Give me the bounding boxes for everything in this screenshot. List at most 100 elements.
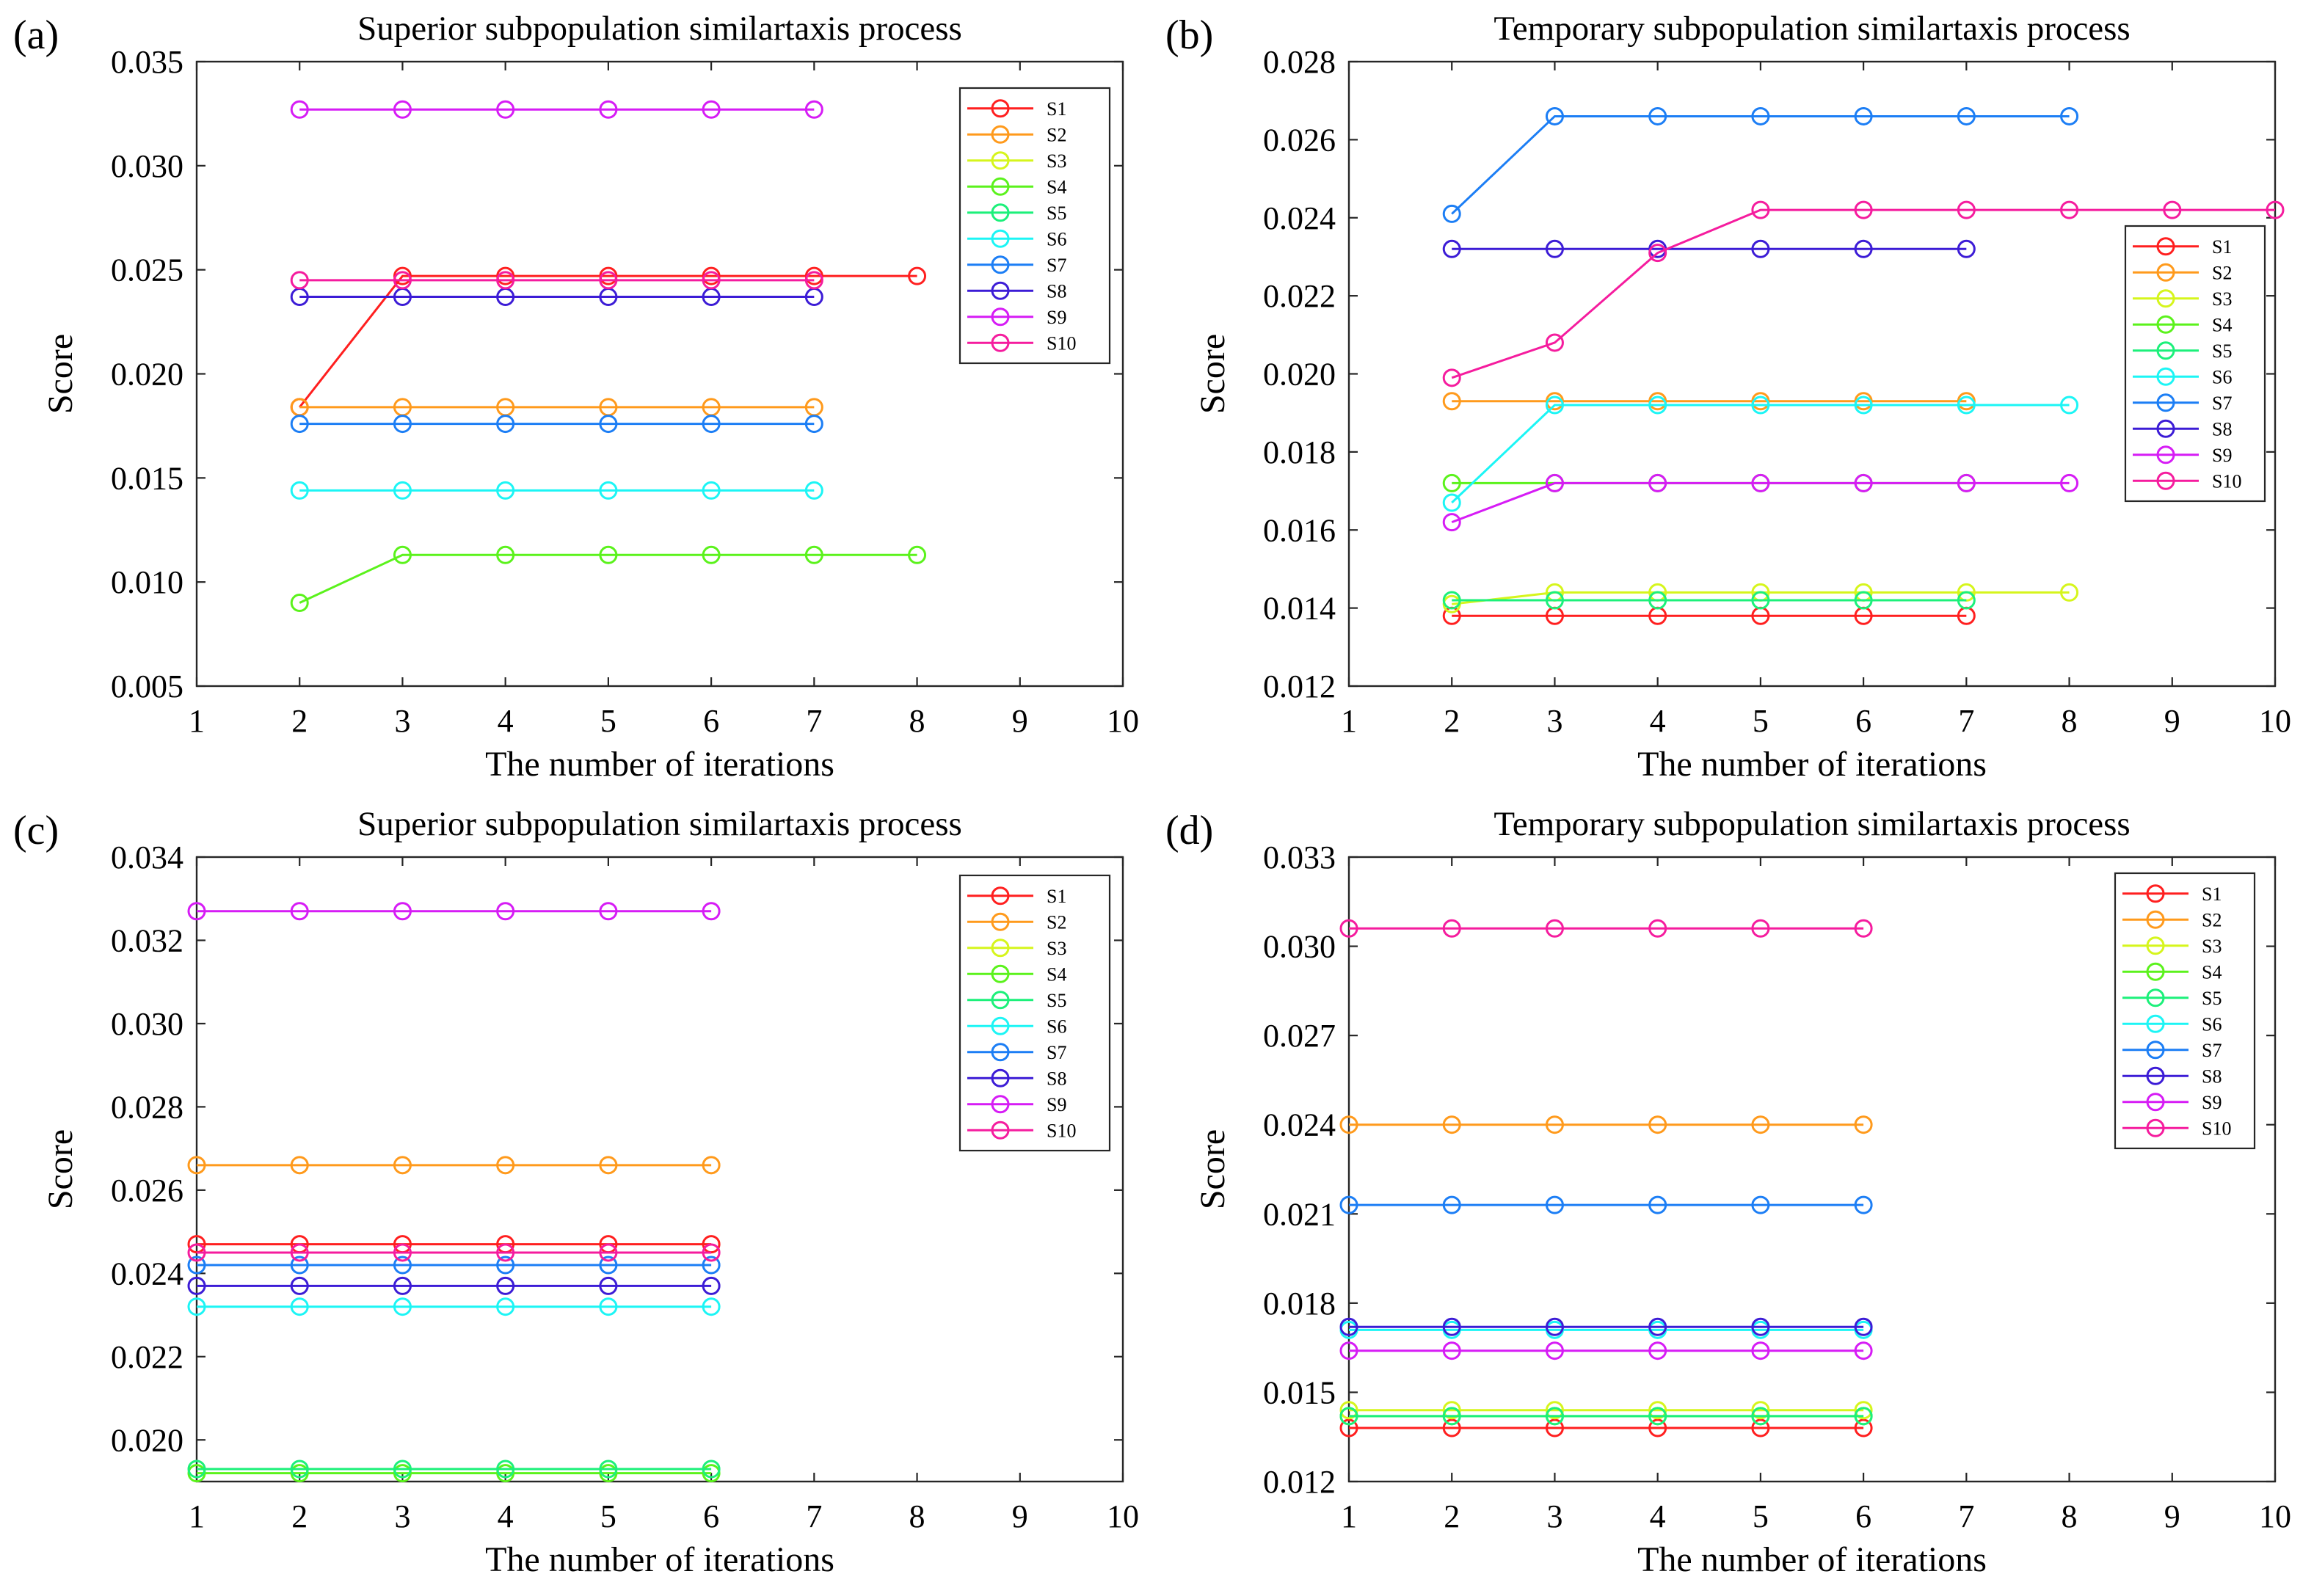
x-tick-label: 3 bbox=[1546, 1498, 1562, 1534]
data-point-S6 bbox=[496, 1297, 515, 1316]
data-point-S5 bbox=[1854, 1407, 1873, 1426]
panel-d: Temporary subpopulation similartaxis pro… bbox=[1165, 805, 2291, 1579]
data-point-S5 bbox=[702, 1460, 721, 1479]
data-point-S9 bbox=[2060, 473, 2079, 492]
legend-marker-S2 bbox=[991, 912, 1010, 931]
legend-label-S8: S8 bbox=[1047, 280, 1066, 302]
y-axis-label: Score bbox=[1193, 1129, 1232, 1209]
data-point-S8 bbox=[1442, 239, 1461, 258]
y-tick-label: 0.018 bbox=[1263, 434, 1336, 470]
data-point-S1 bbox=[1648, 1418, 1667, 1438]
series-line-S4 bbox=[299, 553, 917, 604]
legend-label-S8: S8 bbox=[2212, 418, 2232, 440]
x-tick-label: 6 bbox=[703, 703, 719, 739]
legend-label-S6: S6 bbox=[1047, 1016, 1066, 1037]
chart-title: Superior subpopulation similartaxis proc… bbox=[357, 10, 962, 48]
data-point-S7 bbox=[393, 1256, 412, 1275]
legend-label-S8: S8 bbox=[1047, 1068, 1066, 1089]
data-point-S7 bbox=[1442, 1195, 1461, 1214]
y-tick-label: 0.030 bbox=[111, 148, 183, 184]
data-point-S9 bbox=[1442, 1341, 1461, 1360]
data-point-S5 bbox=[1854, 591, 1873, 610]
legend-marker-S1 bbox=[991, 99, 1010, 118]
data-point-S2 bbox=[1854, 1115, 1873, 1134]
x-tick-label: 8 bbox=[2062, 1498, 2078, 1534]
x-tick-label: 1 bbox=[1341, 703, 1357, 739]
data-point-S5 bbox=[1957, 591, 1976, 610]
legend-label-S1: S1 bbox=[2212, 236, 2232, 258]
legend-label-S1: S1 bbox=[1047, 886, 1066, 907]
x-tick-label: 10 bbox=[2259, 1498, 2291, 1534]
data-point-S9 bbox=[599, 902, 618, 921]
legend-label-S2: S2 bbox=[2202, 909, 2222, 930]
y-tick-label: 0.032 bbox=[111, 922, 183, 958]
legend-label-S2: S2 bbox=[2212, 262, 2232, 283]
data-point-S6 bbox=[393, 1297, 412, 1316]
data-point-S10 bbox=[393, 1243, 412, 1262]
series-S6 bbox=[290, 481, 823, 500]
data-point-S9 bbox=[1545, 1341, 1564, 1360]
x-tick-label: 7 bbox=[1958, 1498, 1974, 1534]
legend-marker-S9 bbox=[2146, 1093, 2165, 1112]
data-point-S7 bbox=[702, 415, 721, 434]
x-tick-label: 3 bbox=[1546, 703, 1562, 739]
data-point-S6 bbox=[290, 1297, 309, 1316]
data-point-S9 bbox=[393, 902, 412, 921]
x-tick-label: 4 bbox=[1650, 1498, 1666, 1534]
data-point-S6 bbox=[1648, 396, 1667, 415]
data-point-S10 bbox=[187, 1243, 206, 1262]
legend-label-S4: S4 bbox=[1047, 176, 1066, 197]
data-point-S2 bbox=[1442, 1115, 1461, 1134]
data-point-S8 bbox=[1545, 239, 1564, 258]
y-tick-label: 0.024 bbox=[1263, 200, 1336, 236]
legend-label-S7: S7 bbox=[2212, 393, 2232, 414]
series-S8 bbox=[1339, 1317, 1873, 1336]
data-point-S4 bbox=[908, 545, 927, 564]
legend-label-S1: S1 bbox=[1047, 98, 1066, 120]
legend-label-S2: S2 bbox=[1047, 124, 1066, 145]
legend-label-S10: S10 bbox=[1047, 332, 1076, 354]
data-point-S10 bbox=[1957, 200, 1976, 219]
data-point-S1 bbox=[1751, 1418, 1770, 1438]
x-tick-label: 4 bbox=[498, 703, 514, 739]
panel-label: (c) bbox=[13, 808, 59, 853]
data-point-S6 bbox=[599, 481, 618, 500]
y-tick-label: 0.020 bbox=[111, 1422, 183, 1458]
series-S3 bbox=[1339, 1401, 1873, 1420]
data-point-S8 bbox=[702, 1276, 721, 1295]
data-point-S8 bbox=[1442, 1317, 1461, 1336]
y-axis-label: Score bbox=[41, 334, 80, 414]
data-point-S9 bbox=[1751, 473, 1770, 492]
data-point-S5 bbox=[1648, 591, 1667, 610]
legend: S1 S2 S3 S4 S5 S6 S7 S8 S9 S10 bbox=[2124, 225, 2266, 503]
chart-title: Temporary subpopulation similartaxis pro… bbox=[1493, 805, 2130, 843]
legend-marker-S10 bbox=[2146, 1118, 2165, 1137]
legend-marker-S3 bbox=[991, 151, 1010, 170]
y-tick-label: 0.026 bbox=[111, 1173, 183, 1209]
data-point-S1 bbox=[1442, 1418, 1461, 1438]
series-S4 bbox=[290, 545, 927, 613]
data-point-S9 bbox=[1854, 473, 1873, 492]
legend-label-S6: S6 bbox=[1047, 228, 1066, 249]
x-tick-label: 3 bbox=[394, 703, 410, 739]
y-tick-label: 0.035 bbox=[111, 44, 183, 80]
x-axis-label: The number of iterations bbox=[485, 1540, 834, 1579]
legend-label-S3: S3 bbox=[1047, 150, 1066, 172]
data-point-S6 bbox=[393, 481, 412, 500]
data-point-S6 bbox=[1442, 493, 1461, 512]
data-point-S10 bbox=[1442, 919, 1461, 938]
x-tick-label: 2 bbox=[1444, 1498, 1460, 1534]
data-point-S7 bbox=[599, 415, 618, 434]
data-point-S10 bbox=[804, 271, 823, 290]
data-point-S7 bbox=[1648, 106, 1667, 125]
data-point-S4 bbox=[496, 545, 515, 564]
data-point-S7 bbox=[1442, 204, 1461, 223]
data-point-S10 bbox=[2266, 200, 2285, 219]
data-point-S7 bbox=[1545, 106, 1564, 125]
data-point-S4 bbox=[599, 545, 618, 564]
data-point-S8 bbox=[1957, 239, 1976, 258]
series-S7 bbox=[1339, 1195, 1873, 1214]
legend-label-S4: S4 bbox=[2212, 314, 2232, 335]
legend-marker-S1 bbox=[991, 886, 1010, 906]
y-tick-label: 0.018 bbox=[1263, 1286, 1336, 1322]
